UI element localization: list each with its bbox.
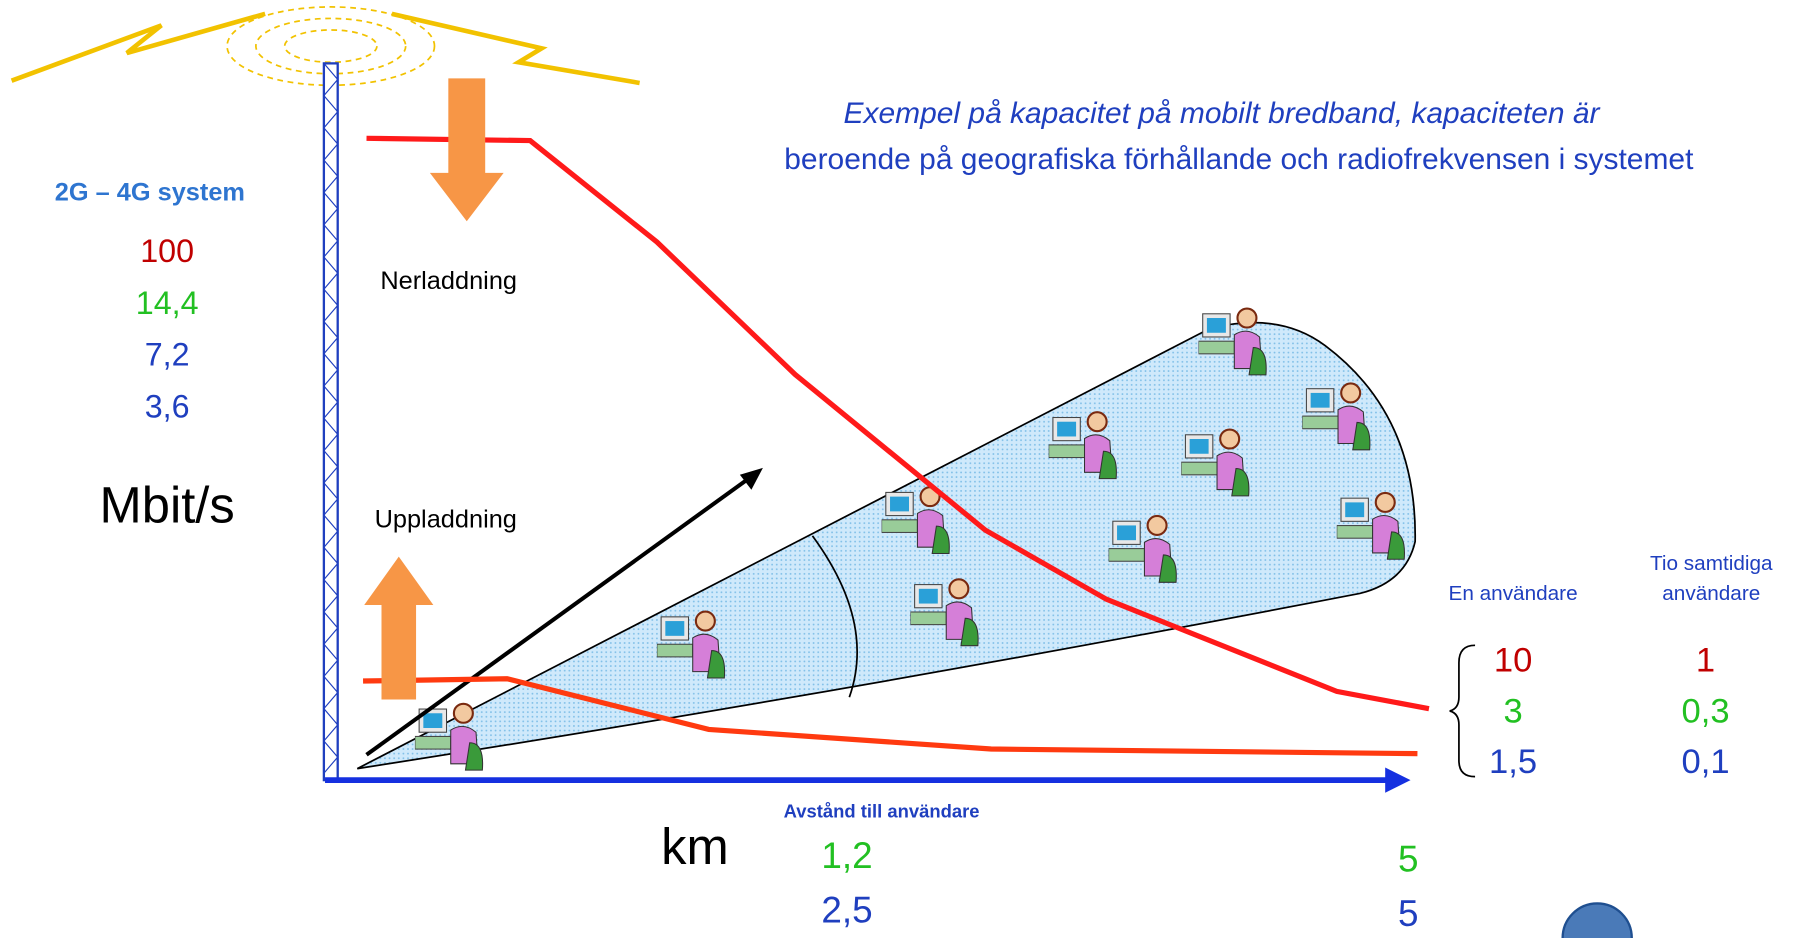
column-header: användare bbox=[1662, 582, 1760, 605]
speed-value: 7,2 bbox=[145, 337, 190, 373]
capacity-value: 3 bbox=[1503, 692, 1522, 730]
distance-label: Avstånd till användare bbox=[784, 800, 980, 821]
title-line: Exempel på kapacitet på mobilt bredband,… bbox=[844, 97, 1601, 130]
capacity-value: 0,3 bbox=[1682, 692, 1730, 730]
speed-value: 3,6 bbox=[145, 389, 190, 425]
signal-bolt bbox=[392, 14, 640, 83]
far-distance: 5 bbox=[1398, 839, 1419, 880]
coverage-cone bbox=[357, 323, 1415, 769]
near-distance: 2,5 bbox=[821, 889, 872, 930]
title-line: beroende på geografiska förhållande och … bbox=[784, 143, 1694, 176]
capacity-value: 10 bbox=[1494, 642, 1532, 680]
signal-bolt bbox=[12, 14, 266, 81]
unit: Mbit/s bbox=[100, 477, 235, 534]
axis-head bbox=[1385, 767, 1410, 792]
upload-label: Uppladdning bbox=[375, 506, 517, 534]
capacity-value: 1,5 bbox=[1489, 743, 1537, 781]
speed-value: 14,4 bbox=[136, 285, 199, 321]
column-header: Tio samtidiga bbox=[1650, 552, 1773, 575]
near-distance: 1,2 bbox=[821, 835, 872, 876]
system-label: 2G – 4G system bbox=[55, 178, 245, 206]
distance-unit: km bbox=[661, 818, 729, 875]
logo bbox=[1563, 903, 1632, 938]
tower bbox=[324, 63, 338, 780]
column-header: En användare bbox=[1449, 582, 1578, 605]
download-label: Nerladdning bbox=[380, 267, 517, 295]
speed-value: 100 bbox=[140, 233, 194, 269]
diagram: Exempel på kapacitet på mobilt bredband,… bbox=[0, 0, 1807, 938]
download-arrow bbox=[430, 78, 504, 221]
capacity-value: 0,1 bbox=[1682, 743, 1730, 781]
brace bbox=[1450, 645, 1475, 776]
arrow-head bbox=[740, 468, 763, 490]
far-distance: 5 bbox=[1398, 893, 1419, 934]
capacity-value: 1 bbox=[1696, 642, 1715, 680]
